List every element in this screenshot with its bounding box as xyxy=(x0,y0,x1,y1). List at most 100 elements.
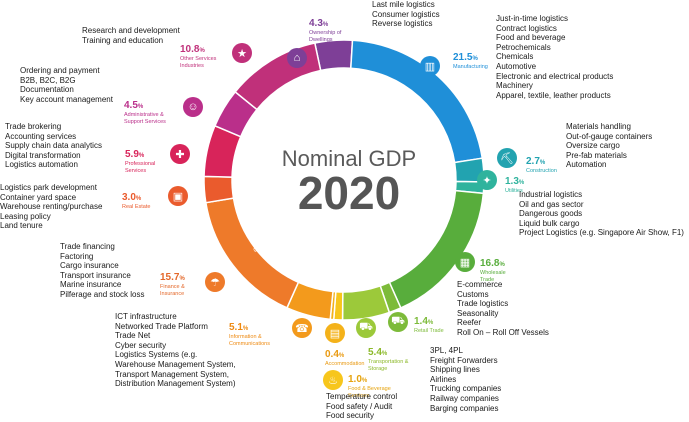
list-item: B2B, B2C, B2G xyxy=(20,75,76,85)
list-item: Trade Net xyxy=(115,331,151,341)
list-item: Just-in-time logistics xyxy=(496,14,569,23)
hand-phone-icon: ☎ xyxy=(292,318,312,338)
list-utilities: Industrial logistics Oil and gas sector Da… xyxy=(519,190,684,238)
segment-name: Wholesale Trade xyxy=(480,270,506,283)
ring-segments xyxy=(203,39,485,321)
list-professional: Trade brokering Accounting services Supply… xyxy=(5,122,102,170)
list-item: Factoring xyxy=(60,251,94,261)
inner-ring-divider xyxy=(235,71,453,289)
segment-label-retail: 1.4% Retail Trade xyxy=(414,316,444,335)
list-item: Documentation xyxy=(20,85,74,95)
list-item: Out-of-gauge containers xyxy=(566,131,653,141)
hotel-icon: ▤ xyxy=(325,323,345,343)
list-item: Machinery xyxy=(496,81,533,91)
list-item: Barging companies xyxy=(430,403,499,413)
list-item: Container yard space xyxy=(0,192,77,202)
list-item: Trade financing xyxy=(60,242,115,251)
segment-pct: 3.0 xyxy=(122,192,136,203)
list-item: Consumer logistics xyxy=(372,9,440,19)
crane-icon: ⛏ xyxy=(497,148,517,168)
list-item: Trucking companies xyxy=(430,384,502,394)
segment-name: Accommodation xyxy=(325,361,365,367)
list-item: Electronic and electrical products xyxy=(496,71,614,81)
list-item: Leasing policy xyxy=(0,211,51,221)
list-item: Dangerous goods xyxy=(519,209,583,219)
segment-name: Construction xyxy=(526,168,557,174)
list-food: Temperature control Food safety / Audit Fo… xyxy=(326,392,397,421)
list-item: Food and beverage xyxy=(496,33,566,43)
segment-label-transport: 5.4% Transportation & Storage xyxy=(368,343,418,372)
list-item: Transport insurance xyxy=(60,270,131,280)
segment-name: Information & Communications xyxy=(229,334,270,347)
list-item: Key account management xyxy=(20,94,113,104)
list-item: ICT infrastructure xyxy=(115,312,177,321)
list-item: Temperature control xyxy=(326,392,398,401)
ring-segment-ownership xyxy=(313,39,354,72)
list-item: Supply chain data analytics xyxy=(5,141,102,151)
list-item: Trade logistics xyxy=(457,299,509,309)
list-item: Cargo insurance xyxy=(60,261,119,271)
segment-name: Food & Beverage Services xyxy=(348,386,391,399)
list-item: Logistics park development xyxy=(0,183,97,192)
segment-pct: 1.4 xyxy=(414,316,428,327)
segment-name: Ownership of Dwellings xyxy=(309,30,342,43)
factory-icon: ▥ xyxy=(420,56,440,76)
list-item: Logistics Systems (e.g. xyxy=(115,350,198,360)
list-item: Roll On – Roll Off Vessels xyxy=(457,327,549,337)
building-icon: ▣ xyxy=(168,186,188,206)
list-real-estate: Logistics park development Container yard… xyxy=(0,183,102,231)
segment-name: Utilities xyxy=(505,188,523,194)
list-item: 3PL, 4PL xyxy=(430,346,463,355)
person-icon: ☺ xyxy=(183,97,203,117)
segment-pct: 5.1 xyxy=(229,322,243,333)
list-item: Last mile logistics xyxy=(372,0,435,9)
list-item: Reverse logistics xyxy=(372,19,433,29)
segment-pct: 5.9 xyxy=(125,149,139,160)
segment-label-manufacturing: 21.5% Manufacturing xyxy=(453,52,488,71)
center-title: Nominal GDP xyxy=(281,146,417,171)
bottle-icon: ♨ xyxy=(323,370,343,390)
segment-pct: 0.4 xyxy=(325,349,339,360)
list-item: Industrial logistics xyxy=(519,190,583,199)
boxes-icon: ▦ xyxy=(455,252,475,272)
segment-label-finance: 15.7% Finance & Insurance xyxy=(160,268,198,297)
list-ownership: Last mile logistics Consumer logistics Rev… xyxy=(372,0,440,29)
list-other-services: Research and development Training and edu… xyxy=(82,26,180,45)
cart-icon: ⛟ xyxy=(388,312,408,332)
list-item: Food security xyxy=(326,411,375,421)
list-item: Pre-fab materials xyxy=(566,150,627,160)
segment-name: Other Services Industries xyxy=(180,56,217,69)
list-item: Warehouse Management System, xyxy=(115,359,236,369)
segment-label-construction: 2.7% Construction xyxy=(526,156,557,175)
list-item: E-commerce xyxy=(457,280,503,289)
lightbulb-icon: ✦ xyxy=(477,170,497,190)
segment-label-ownership: 4.3% Ownership of Dwellings xyxy=(309,14,359,43)
segment-pct: 5.4 xyxy=(368,347,382,358)
list-item: Freight Forwarders xyxy=(430,355,498,365)
list-item: Railway companies xyxy=(430,393,499,403)
list-item: Digital transformation xyxy=(5,150,81,160)
segment-name: Real Estate xyxy=(122,204,151,210)
segment-label-other-services: 10.8% Other Services Industries xyxy=(180,40,230,69)
list-item: Chemicals xyxy=(496,52,534,62)
segment-pct: 1.0 xyxy=(348,374,362,385)
list-item: Apparel, textile, leather products xyxy=(496,90,611,100)
list-manufacturing: Just-in-time logistics Contract logistics… xyxy=(496,14,613,100)
segment-pct: 1.3 xyxy=(505,176,519,187)
list-item: Pilferage and stock loss xyxy=(60,289,145,299)
list-item: Warehouse renting/purchase xyxy=(0,202,103,212)
segment-name: Finance & Insurance xyxy=(160,284,185,297)
list-item: Training and education xyxy=(82,35,164,45)
list-item: Project Logistics (e.g. Singapore Air Sh… xyxy=(519,228,684,238)
list-item: Research and development xyxy=(82,26,180,35)
list-transport: 3PL, 4PL Freight Forwarders Shipping lines… xyxy=(430,346,501,413)
list-finance: Trade financing Factoring Cargo insurance T… xyxy=(60,242,145,300)
list-item: Contract logistics xyxy=(496,23,557,33)
list-wholesale: E-commerce Customs Trade logistics Seasonal… xyxy=(457,280,549,338)
umbrella-icon: ☂ xyxy=(205,272,225,292)
list-item: Networked Trade Platform xyxy=(115,321,208,331)
segment-label-ict: 5.1% Information & Communications xyxy=(229,318,281,347)
list-item: Logistics automation xyxy=(5,160,78,170)
segment-name: Manufacturing xyxy=(453,64,488,70)
